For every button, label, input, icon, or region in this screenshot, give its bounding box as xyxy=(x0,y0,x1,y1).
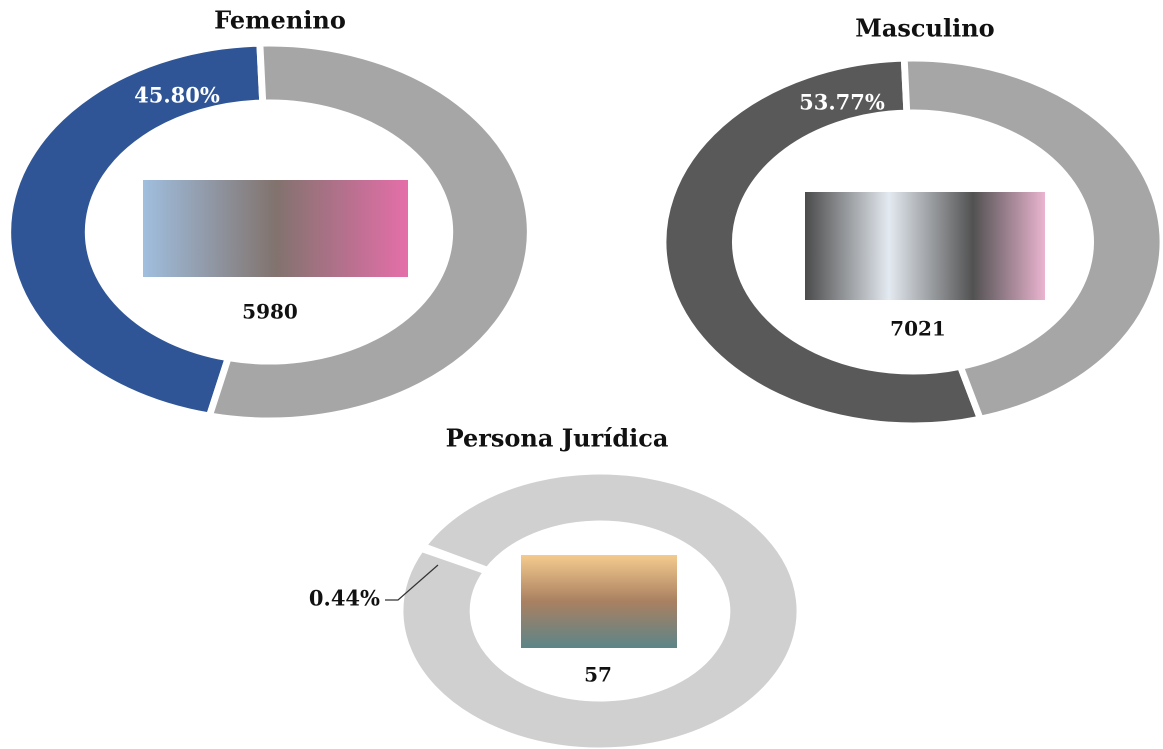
chart-title: Masculino xyxy=(855,14,994,43)
donut-segment xyxy=(659,56,985,428)
chart-title: Femenino xyxy=(214,6,346,35)
chart-title: Persona Jurídica xyxy=(446,424,669,453)
center-image xyxy=(805,192,1045,300)
donut-segment xyxy=(205,41,534,423)
leader-line xyxy=(385,564,439,601)
donut-segment xyxy=(4,41,267,419)
donut-segment xyxy=(900,56,1163,422)
data-label: 0.44% xyxy=(309,586,380,611)
data-label: 53.77% xyxy=(799,90,885,115)
data-label: 45.80% xyxy=(134,83,220,108)
center-value: 57 xyxy=(584,663,612,687)
donut xyxy=(396,469,804,749)
donut xyxy=(4,41,534,423)
center-image xyxy=(521,555,677,648)
donut xyxy=(659,56,1163,428)
center-image xyxy=(143,180,408,277)
donut-segment xyxy=(396,469,804,749)
center-value: 5980 xyxy=(242,300,298,324)
center-value: 7021 xyxy=(890,317,946,341)
